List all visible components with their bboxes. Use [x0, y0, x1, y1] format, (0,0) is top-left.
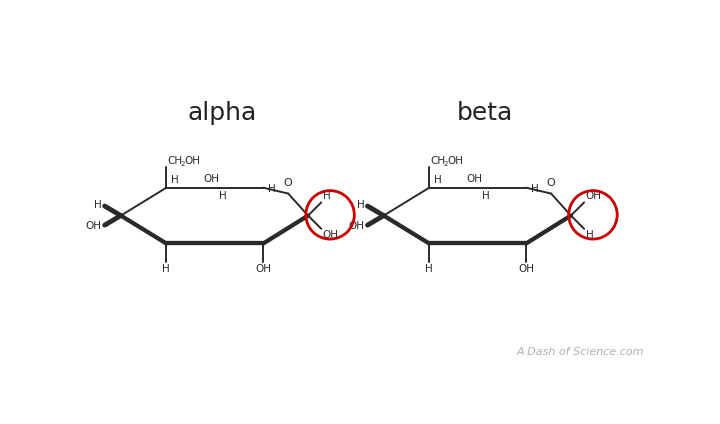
Text: H: H — [171, 176, 179, 185]
Text: O: O — [546, 179, 555, 188]
Text: OH: OH — [518, 264, 534, 274]
Text: H: H — [531, 184, 539, 194]
Text: OH: OH — [184, 156, 200, 166]
Text: OH: OH — [203, 174, 219, 184]
Text: beta: beta — [457, 101, 513, 125]
Text: OH: OH — [256, 264, 271, 274]
Text: H: H — [426, 264, 433, 274]
Text: H: H — [585, 230, 593, 240]
Text: OH: OH — [348, 221, 364, 231]
Text: OH: OH — [466, 174, 482, 184]
Text: H: H — [323, 191, 330, 201]
Text: H: H — [268, 184, 276, 194]
Text: CH: CH — [430, 156, 445, 166]
Text: alpha: alpha — [187, 101, 257, 125]
Text: H: H — [163, 264, 170, 274]
Text: OH: OH — [585, 191, 602, 201]
Text: H: H — [357, 200, 364, 210]
Text: OH: OH — [86, 221, 102, 231]
Text: CH: CH — [167, 156, 182, 166]
Text: H: H — [94, 200, 102, 210]
Text: H: H — [219, 191, 227, 201]
Text: 2: 2 — [444, 162, 448, 167]
Text: A Dash of Science.com: A Dash of Science.com — [517, 346, 644, 357]
Text: H: H — [433, 176, 441, 185]
Text: OH: OH — [447, 156, 463, 166]
Text: O: O — [284, 179, 292, 188]
Text: H: H — [482, 191, 490, 201]
Text: OH: OH — [323, 230, 338, 240]
Text: 2: 2 — [181, 162, 185, 167]
